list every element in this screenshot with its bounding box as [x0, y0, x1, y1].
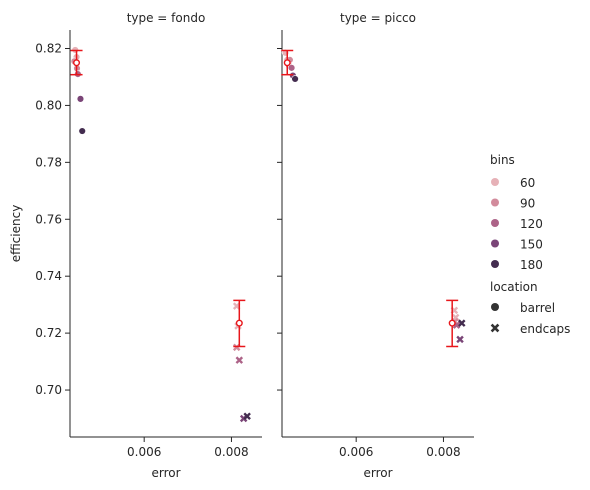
y-tick-label: 0.80 [35, 98, 62, 112]
x-axis-label-picco: error [363, 466, 392, 480]
x-axis-label-fondo: error [151, 466, 180, 480]
y-tick-label: 0.78 [35, 155, 62, 169]
panel-picco: type = picco 0.006 0.008 error [277, 11, 474, 480]
legend-label-bins-90: 90 [520, 197, 535, 211]
legend-title-bins: bins [490, 153, 515, 167]
x-tick-label-picco: 0.008 [426, 445, 460, 459]
legend-label-barrel: barrel [520, 301, 555, 315]
legend-marker-endcaps [490, 323, 500, 333]
data-point-barrel-bins-180 [291, 75, 299, 83]
legend-label-bins-120: 120 [520, 217, 543, 231]
y-tick-label: 0.72 [35, 326, 62, 340]
data-point-endcaps-bins-180 [243, 412, 251, 420]
legend-marker-bins-120 [491, 219, 499, 227]
y-tick-label: 0.76 [35, 212, 62, 226]
y-axis-label: efficiency [9, 205, 23, 263]
axes-frame-picco: 0.006 0.008 [277, 30, 474, 459]
legend-marker-barrel [491, 303, 499, 311]
y-tick-label: 0.74 [35, 269, 62, 283]
legend-marker-bins-60 [491, 178, 499, 186]
legend-label-endcaps: endcaps [520, 322, 570, 336]
legend-marker-bins-180 [491, 260, 499, 268]
data-point-endcaps-bins-150 [456, 335, 464, 344]
legend-label-bins-150: 150 [520, 238, 543, 252]
panel-title-picco: type = picco [340, 11, 416, 25]
error-bar-mean [73, 59, 81, 67]
panel-title-fondo: type = fondo [127, 11, 206, 25]
legend: bins 60 90 120 150 180 location barrel endcap… [490, 153, 570, 336]
data-point-endcaps-bins-180 [458, 319, 466, 327]
panel-fondo: type = fondo 0.006 0.0080.700.720.740.760… [35, 11, 262, 480]
data-point-endcaps-bins-120 [235, 356, 244, 364]
legend-location-entries: barrel endcaps [490, 301, 570, 336]
data-point-barrel-bins-150 [76, 95, 85, 103]
error-bar-mean [283, 59, 291, 67]
legend-label-bins-60: 60 [520, 176, 535, 190]
data-point-barrel-bins-120 [287, 64, 296, 72]
data-point-barrel-bins-180 [78, 127, 86, 135]
error-bar-mean [448, 319, 456, 327]
legend-bins-entries: 60 90 120 150 180 [491, 176, 543, 272]
error-bar-mean [235, 319, 243, 327]
legend-marker-bins-90 [491, 198, 499, 207]
x-tick-label-fondo: 0.008 [214, 445, 248, 459]
y-tick-label: 0.70 [35, 383, 62, 397]
axes-frame-fondo: 0.006 0.008 0.70 0.72 0.74 0.76 0.78 0.80 0.82 [35, 30, 262, 459]
y-tick-label: 0.82 [35, 42, 62, 56]
x-tick-label-picco: 0.006 [339, 445, 373, 459]
x-tick-label-fondo: 0.006 [127, 445, 161, 459]
legend-title-location: location [490, 280, 538, 294]
legend-marker-bins-150 [491, 239, 499, 248]
marks-picco [281, 49, 466, 348]
marks-fondo [70, 46, 251, 423]
legend-label-bins-180: 180 [520, 258, 543, 272]
